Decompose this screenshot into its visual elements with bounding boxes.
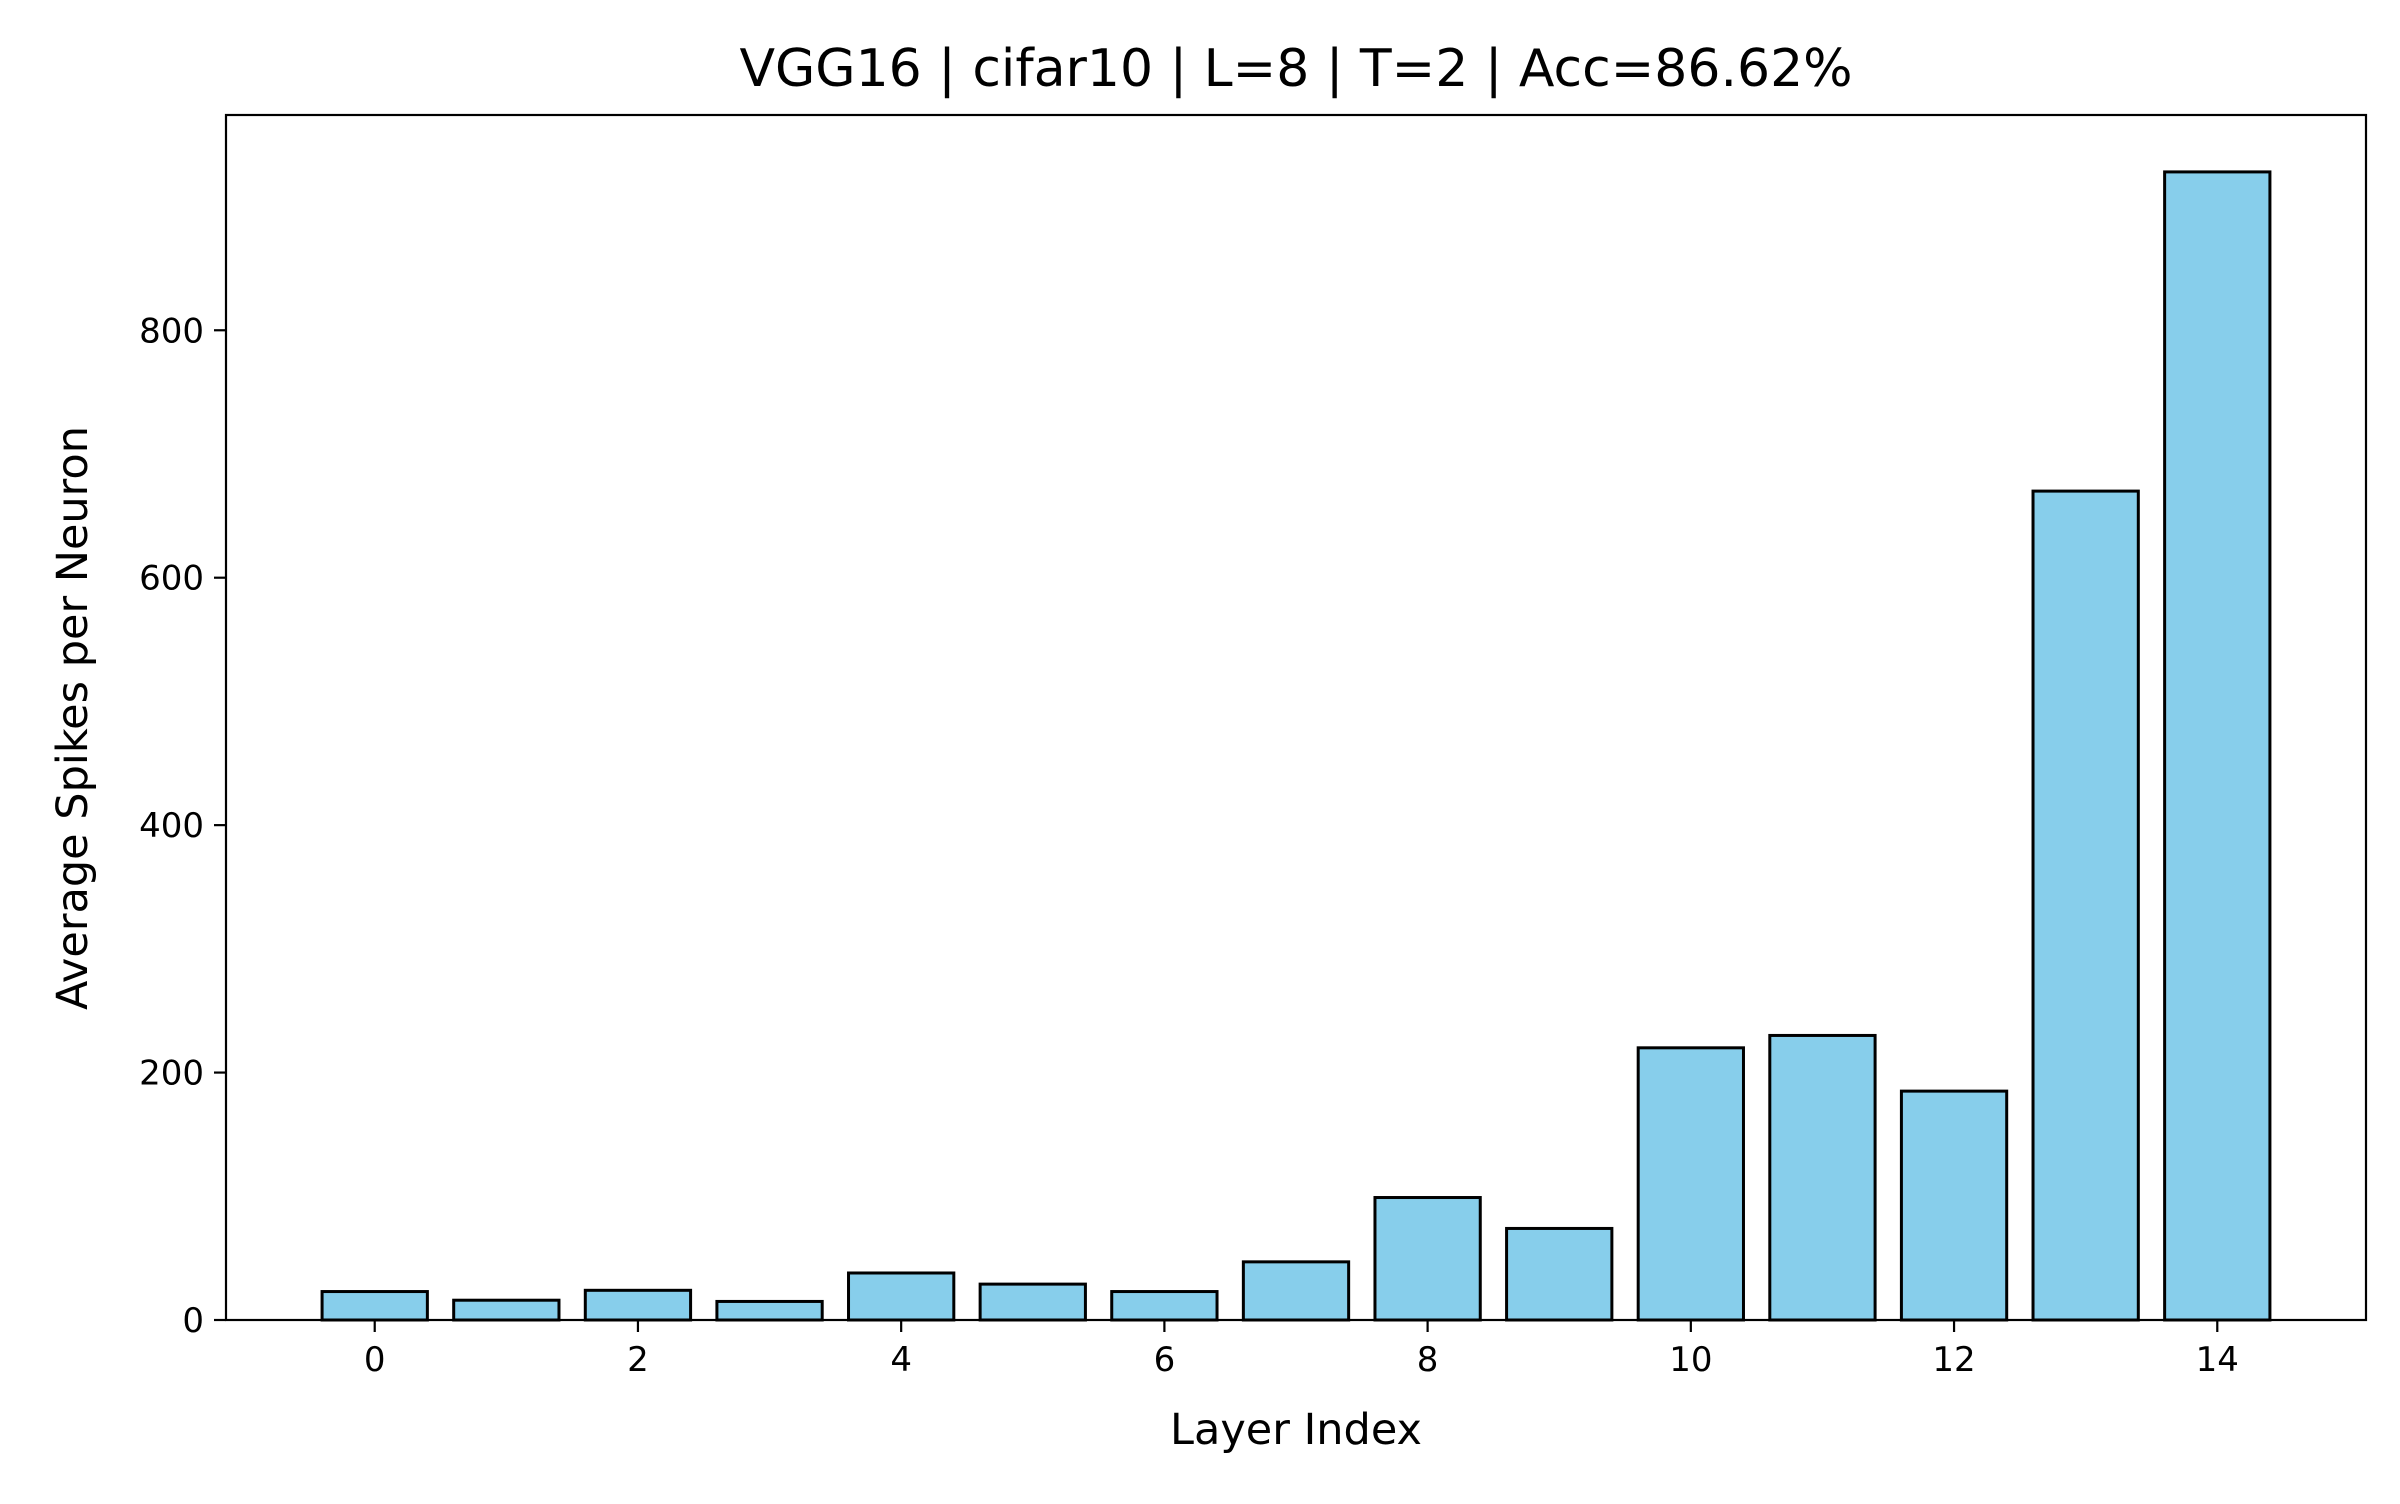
chart-title: VGG16 | cifar10 | L=8 | T=2 | Acc=86.62% (739, 39, 1852, 99)
bar-layer-1 (452, 1298, 561, 1322)
x-tick-label: 10 (1669, 1340, 1712, 1380)
x-tick-label: 4 (890, 1340, 912, 1380)
y-tick-label: 600 (139, 559, 204, 599)
y-tick-label: 200 (139, 1054, 204, 1094)
y-axis-label: Average Spikes per Neuron (48, 426, 98, 1010)
bar-layer-8 (1373, 1196, 1482, 1322)
bar-layer-0 (320, 1290, 429, 1322)
x-tick-label: 6 (1154, 1340, 1176, 1380)
bar-layer-4 (847, 1271, 956, 1322)
bar-layer-2 (583, 1288, 693, 1322)
bar-layer-14 (2163, 170, 2272, 1322)
bar-layer-3 (715, 1299, 824, 1322)
y-tick-label: 0 (182, 1301, 204, 1341)
bar-layer-12 (1899, 1089, 2009, 1322)
bar-layer-13 (2031, 489, 2140, 1322)
y-tick-label: 800 (139, 311, 204, 351)
plot-frame (224, 113, 2368, 1322)
y-tick-label: 400 (139, 806, 204, 846)
bar-layer-5 (978, 1282, 1087, 1322)
bar-layer-9 (1505, 1226, 1614, 1322)
axes-spines (224, 113, 2368, 1322)
bar-layer-11 (1768, 1033, 1877, 1322)
x-tick-label: 2 (627, 1340, 649, 1380)
y-axis-ticks: 0 200 400 600 800 (139, 311, 226, 1341)
bar-layer-10 (1636, 1046, 1745, 1322)
x-tick-label: 12 (1932, 1340, 1975, 1380)
x-axis-label: Layer Index (1170, 1405, 1422, 1455)
bar-layer-7 (1241, 1260, 1351, 1322)
bar-layer-6 (1110, 1290, 1219, 1322)
x-tick-label: 14 (2196, 1340, 2239, 1380)
x-tick-label: 0 (364, 1340, 386, 1380)
x-axis-ticks: 0 2 4 6 8 10 12 14 (364, 1320, 2239, 1380)
x-tick-label: 8 (1417, 1340, 1439, 1380)
bars-layer (320, 170, 2272, 1322)
